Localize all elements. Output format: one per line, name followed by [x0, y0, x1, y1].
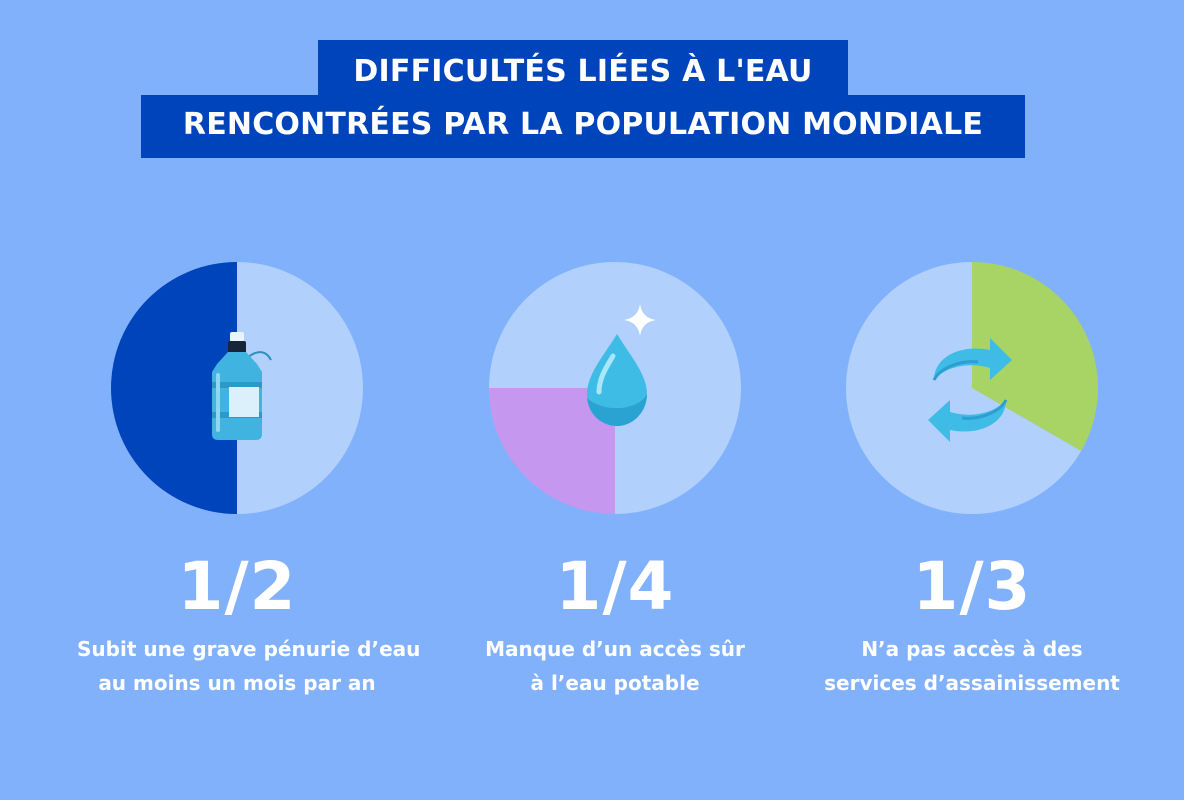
stat-caption: N’a pas accès à des services d’assainiss…	[812, 632, 1132, 700]
caption-line-1: N’a pas accès à des	[861, 637, 1083, 661]
title-block: DIFFICULTÉS LIÉES À L'EAU RENCONTRÉES PA…	[0, 40, 1184, 160]
stat-panel-quarter: 1/4 Manque d’un accès sûr à l’eau potabl…	[455, 262, 775, 732]
caption-line-2: à l’eau potable	[530, 671, 700, 695]
pie-slice-highlight	[489, 388, 615, 514]
pie-chart-quarter	[489, 262, 741, 514]
title-line-1: DIFFICULTÉS LIÉES À L'EAU	[318, 40, 848, 98]
fraction-value: 1/4	[555, 548, 675, 625]
fraction-value: 1/3	[912, 548, 1032, 625]
stat-panel-half: 1/2 Subit une grave pénurie d’eau au moi…	[77, 262, 421, 732]
caption-line-1: Manque d’un accès sûr	[485, 637, 745, 661]
recycle-arrows-icon	[928, 338, 1012, 442]
pie-slice-highlight	[111, 262, 237, 514]
water-jug-icon	[212, 332, 272, 440]
title-line-2: RENCONTRÉES PAR LA POPULATION MONDIALE	[141, 95, 1025, 158]
pie-slice-rest	[237, 262, 363, 514]
pie-chart-third	[846, 262, 1098, 514]
caption-line-1: Subit une grave pénurie d’eau	[77, 637, 421, 661]
caption-line-2: au moins un mois par an	[98, 671, 376, 695]
stat-caption: Subit une grave pénurie d’eau au moins u…	[77, 632, 421, 700]
stat-panel-third: 1/3 N’a pas accès à des services d’assai…	[812, 262, 1132, 732]
stat-caption: Manque d’un accès sûr à l’eau potable	[455, 632, 775, 700]
pie-chart-half	[111, 262, 363, 514]
sparkle-icon	[624, 304, 656, 336]
pie-slice-rest	[846, 262, 1082, 514]
water-drop-icon	[587, 334, 647, 426]
fraction-value: 1/2	[177, 548, 297, 625]
caption-line-2: services d’assainissement	[824, 671, 1120, 695]
